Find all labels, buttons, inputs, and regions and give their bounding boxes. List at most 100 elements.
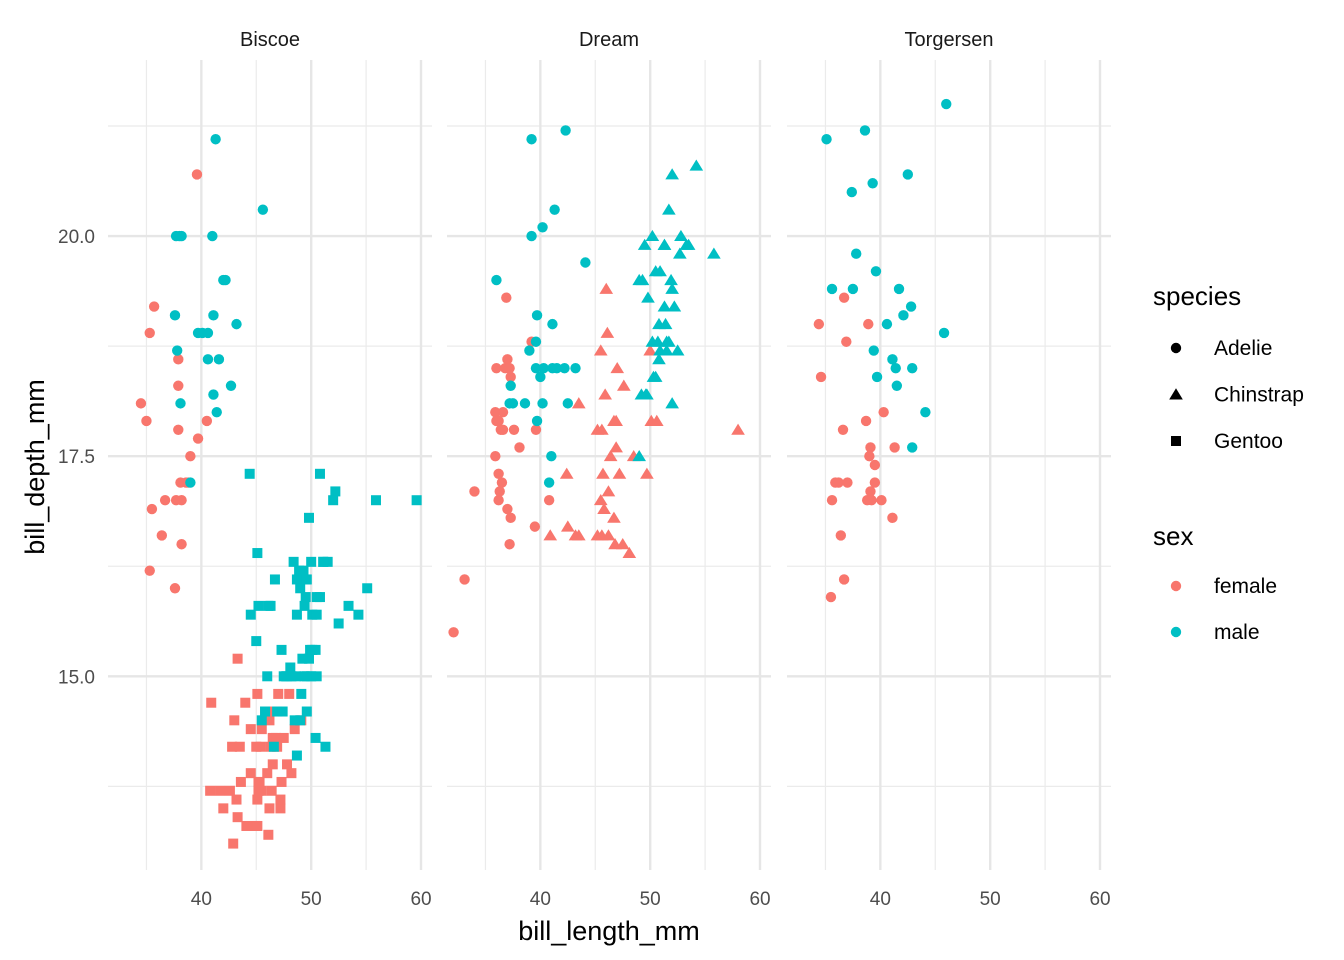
data-point-gentoo-male [320,741,331,752]
data-point-gentoo-female [271,732,282,743]
data-point-gentoo-male [303,512,314,523]
data-point-adelie-male [559,362,570,374]
data-point-chinstrap-female [571,529,586,541]
data-point-chinstrap-male [652,353,666,365]
data-point-adelie-male [505,380,516,391]
data-point-adelie-female [501,292,512,303]
data-point-gentoo-male [253,600,264,611]
data-point-chinstrap-male [652,317,666,330]
data-point-gentoo-male [251,636,262,647]
data-point-adelie-female [497,424,509,435]
data-point-gentoo-female [234,741,245,752]
data-point-gentoo-female [253,785,264,796]
data-point-adelie-female [490,450,501,462]
data-point-gentoo-male [306,556,317,567]
data-point-chinstrap-female [603,449,618,462]
data-point-adelie-female [170,495,182,506]
data-point-chinstrap-female [640,467,654,479]
data-point-adelie-male [491,274,502,286]
data-point-gentoo-female [282,759,293,770]
data-point-adelie-female [841,336,852,347]
data-point-adelie-female [869,459,881,471]
data-point-gentoo-female [224,785,235,796]
data-point-gentoo-female [245,768,256,779]
data-point-gentoo-male [353,609,364,620]
data-point-adelie-male [871,371,883,383]
data-point-gentoo-male [306,671,317,682]
data-point-adelie-male [902,169,914,180]
data-point-adelie-female [842,477,853,488]
data-point-gentoo-female [231,794,242,805]
data-point-adelie-male [519,398,531,409]
data-point-adelie-female [173,424,184,435]
data-point-adelie-male [905,301,917,312]
data-point-chinstrap-male [674,229,688,242]
data-point-adelie-male [208,310,219,321]
data-point-gentoo-female [262,768,273,779]
data-point-chinstrap-male [632,449,647,462]
data-point-adelie-male [257,204,269,215]
data-point-adelie-male [537,222,548,233]
data-point-gentoo-female [228,838,239,849]
data-point-adelie-male [893,283,905,295]
data-point-adelie-female [505,512,516,524]
data-point-adelie-female [502,354,513,365]
data-point-adelie-female [825,591,837,603]
data-point-adelie-male [535,371,546,383]
data-point-adelie-male [213,354,225,365]
data-point-chinstrap-female [559,467,574,479]
data-point-chinstrap-male [646,370,661,382]
data-point-gentoo-female [275,803,286,814]
data-point-gentoo-female [284,688,295,699]
data-point-gentoo-female [278,732,289,743]
data-point-adelie-male [920,406,931,418]
data-point-chinstrap-male [662,203,676,215]
y-tick-label: 17.5 [58,447,95,468]
data-point-adelie-female [861,495,873,506]
data-point-adelie-male [538,362,549,374]
data-point-gentoo-male [289,715,300,726]
data-point-adelie-female [860,415,872,427]
data-point-chinstrap-female [600,326,615,338]
data-point-chinstrap-male [667,300,682,312]
data-point-adelie-female [505,371,516,383]
data-point-adelie-male [941,98,952,110]
data-point-adelie-male [211,406,222,418]
data-point-gentoo-female [252,820,263,831]
legend-label-male: male [1214,621,1260,644]
legend-label-gentoo: Gentoo [1214,430,1283,453]
x-tick-label: 50 [301,889,322,910]
data-point-adelie-female [865,442,876,453]
data-point-gentoo-male [291,609,302,620]
data-point-chinstrap-female [595,529,609,541]
data-point-chinstrap-female [599,282,614,294]
data-point-gentoo-female [241,820,252,831]
data-point-adelie-male [562,398,574,409]
data-point-adelie-female [508,424,520,435]
data-point-adelie-male [938,327,950,339]
data-point-gentoo-male [311,609,322,620]
x-tick-label: 50 [980,889,1001,910]
data-point-adelie-male [898,310,909,321]
data-point-adelie-female [837,424,849,435]
data-point-adelie-female [201,415,213,427]
data-point-chinstrap-female [610,361,625,374]
legend-label-chinstrap: Chinstrap [1214,384,1304,407]
data-point-chinstrap-male [645,335,660,347]
data-point-chinstrap-female [622,546,637,559]
data-point-gentoo-female [232,653,243,664]
data-point-gentoo-male [285,662,296,673]
legend-label-adelie: Adelie [1214,337,1272,360]
x-tick-label: 40 [870,889,891,910]
data-point-adelie-male [850,248,862,259]
y-tick-label: 15.0 [58,667,95,688]
panel-torgersen: Torgersen 40 50 60 [787,29,1111,910]
data-point-adelie-female [469,486,480,497]
data-point-adelie-female [863,318,874,330]
data-point-gentoo-male [295,715,306,726]
data-point-adelie-male [549,204,560,215]
y-tick-label: 20.0 [58,227,95,248]
data-point-gentoo-male [276,644,287,655]
data-point-gentoo-male [262,671,273,682]
